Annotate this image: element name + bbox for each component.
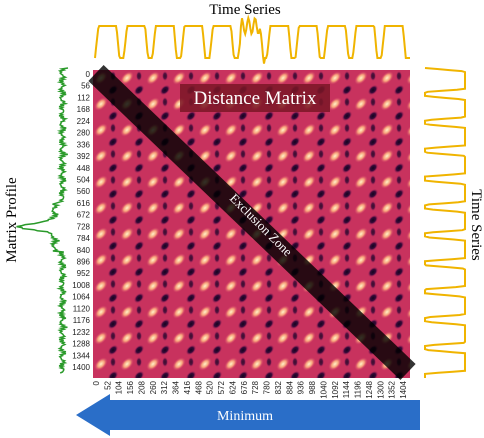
x-tick-label: 364 — [172, 380, 181, 394]
y-tick-label: 560 — [77, 187, 91, 196]
x-tick-label: 312 — [160, 380, 169, 394]
right-series — [424, 67, 466, 378]
top-title: Time Series — [209, 2, 281, 18]
matrix-profile — [16, 67, 69, 374]
y-tick-label: 336 — [77, 140, 91, 149]
y-tick-label: 1176 — [73, 316, 91, 325]
y-tick-label: 1344 — [72, 351, 90, 360]
ticks: 0561121682242803363924485045606166727287… — [72, 70, 408, 399]
matrix-label: Distance Matrix — [194, 88, 317, 109]
matrix-label-box — [180, 84, 330, 112]
x-tick-label: 1144 — [342, 380, 351, 398]
right-title: Time Series — [468, 189, 484, 261]
y-tick-label: 616 — [77, 199, 91, 208]
x-tick-label: 520 — [206, 380, 215, 394]
y-tick-label: 0 — [86, 70, 91, 79]
x-tick-label: 1040 — [319, 380, 328, 398]
y-tick-label: 952 — [77, 269, 91, 278]
x-tick-label: 1196 — [354, 380, 363, 398]
x-tick-label: 468 — [194, 380, 203, 394]
y-tick-label: 224 — [77, 117, 91, 126]
x-tick-label: 0 — [92, 380, 101, 385]
y-tick-label: 1232 — [72, 328, 90, 337]
y-tick-label: 1288 — [72, 340, 90, 349]
x-tick-label: 572 — [217, 380, 226, 394]
exclusion-zone — [88, 65, 416, 380]
y-tick-label: 1120 — [73, 304, 91, 313]
y-tick-label: 112 — [77, 93, 90, 102]
x-tick-label: 104 — [115, 380, 124, 394]
x-tick-label: 832 — [274, 380, 283, 394]
x-tick-label: 1352 — [388, 380, 397, 398]
arrow-label: Minimum — [217, 409, 273, 424]
y-tick-label: 1400 — [72, 363, 90, 372]
x-tick-label: 936 — [297, 380, 306, 394]
x-tick-label: 884 — [285, 380, 294, 394]
x-tick-label: 1404 — [399, 380, 408, 398]
y-tick-label: 1008 — [72, 281, 90, 290]
y-tick-label: 896 — [77, 258, 91, 267]
y-tick-label: 840 — [77, 246, 91, 255]
y-tick-label: 728 — [77, 222, 91, 231]
minimum-arrow — [76, 394, 420, 436]
left-title: Matrix Profile — [4, 177, 20, 263]
y-tick-label: 672 — [77, 211, 91, 220]
x-tick-label: 52 — [103, 380, 112, 389]
x-tick-label: 1248 — [365, 380, 374, 398]
x-tick-label: 1300 — [376, 380, 385, 398]
x-tick-label: 676 — [240, 380, 249, 394]
y-tick-label: 504 — [77, 175, 91, 184]
x-tick-label: 624 — [228, 380, 237, 394]
y-tick-label: 448 — [77, 164, 91, 173]
x-tick-label: 988 — [308, 380, 317, 394]
x-tick-label: 780 — [263, 380, 272, 394]
x-tick-label: 156 — [126, 380, 135, 394]
y-tick-label: 56 — [81, 82, 90, 91]
x-tick-label: 260 — [149, 380, 158, 394]
y-tick-label: 168 — [77, 105, 91, 114]
x-tick-label: 728 — [251, 380, 260, 394]
y-tick-label: 392 — [77, 152, 91, 161]
top-series — [94, 14, 410, 64]
y-tick-label: 784 — [77, 234, 91, 243]
x-tick-label: 416 — [183, 380, 192, 394]
y-tick-label: 1064 — [72, 293, 90, 302]
x-tick-label: 208 — [137, 380, 146, 394]
x-tick-label: 1092 — [331, 380, 340, 398]
y-tick-label: 280 — [77, 129, 91, 138]
